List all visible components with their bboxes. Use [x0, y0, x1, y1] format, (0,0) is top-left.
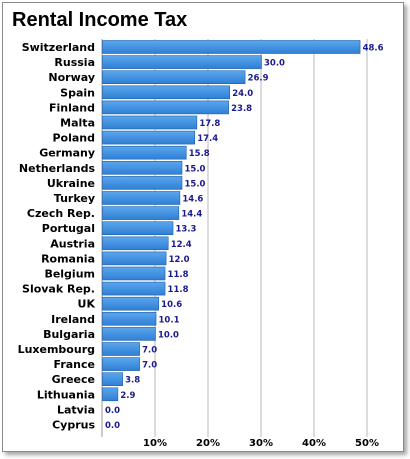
bar [102, 342, 140, 356]
category-label: Latvia [57, 403, 95, 416]
value-label: 3.8 [125, 376, 140, 386]
x-tick-label: 20% [196, 438, 220, 449]
value-label: 30.0 [264, 59, 285, 69]
category-label: Slovak Rep. [22, 283, 95, 296]
bar [102, 311, 157, 326]
category-label: Finland [49, 101, 95, 114]
category-label: Austria [50, 237, 95, 250]
category-label: Ukraine [47, 177, 95, 190]
category-label: Belgium [44, 268, 95, 281]
category-label: Russia [54, 56, 95, 69]
value-label: 12.0 [169, 255, 190, 265]
value-label: 2.9 [120, 391, 135, 401]
value-label: 15.0 [185, 164, 206, 174]
chart-title: Rental Income Tax [12, 9, 188, 31]
value-label: 14.6 [182, 195, 203, 205]
category-label: Bulgaria [43, 328, 95, 341]
category-label: Lithuania [37, 388, 95, 401]
value-label: 24.0 [232, 89, 253, 99]
category-label: Switzerland [22, 41, 95, 54]
category-label: Czech Rep. [27, 207, 95, 220]
category-label: Spain [60, 86, 95, 99]
value-label: 0.0 [105, 406, 120, 416]
bar [102, 387, 119, 402]
value-label: 10.6 [161, 300, 182, 310]
bar [102, 251, 167, 266]
bar [102, 115, 198, 130]
bar [102, 372, 123, 387]
category-label: France [54, 358, 95, 371]
value-label: 17.4 [197, 134, 218, 144]
value-label: 17.8 [199, 119, 220, 129]
bar [102, 281, 166, 296]
value-label: 15.8 [189, 149, 210, 159]
value-label: 12.4 [171, 240, 192, 250]
value-label: 10.1 [159, 315, 180, 325]
value-label: 0.0 [105, 421, 120, 431]
value-label: 7.0 [142, 346, 157, 356]
category-label: Norway [48, 71, 95, 84]
bar [102, 357, 140, 371]
category-label: Cyprus [52, 419, 95, 432]
category-label: UK [78, 298, 96, 311]
value-label: 11.8 [168, 270, 189, 280]
bar [102, 266, 166, 281]
x-tick-label: 30% [249, 438, 273, 449]
value-label: 15.0 [185, 179, 206, 189]
value-label: 13.3 [175, 225, 196, 235]
bar [102, 55, 262, 69]
value-label: 26.9 [248, 74, 269, 84]
bar [102, 100, 229, 115]
value-label: 14.4 [181, 210, 202, 220]
bar [102, 40, 361, 54]
grid-lines [101, 39, 368, 437]
category-label: Turkey [54, 192, 95, 205]
value-label: 7.0 [142, 361, 157, 371]
bar [102, 206, 180, 220]
bar [102, 176, 183, 190]
category-label: Romania [41, 252, 95, 265]
bars [102, 40, 361, 402]
bar [102, 70, 246, 84]
category-label: Malta [60, 117, 95, 130]
category-label: Ireland [51, 313, 95, 326]
bar [102, 236, 169, 251]
x-tick-label: 10% [143, 438, 167, 449]
category-label: Germany [39, 147, 95, 160]
bar [102, 145, 187, 160]
bar [102, 191, 181, 205]
value-label: 23.8 [231, 104, 252, 114]
category-label: Poland [52, 132, 95, 145]
value-label: 10.0 [158, 330, 179, 340]
x-tick-label: 50% [355, 438, 379, 449]
bar [102, 296, 159, 311]
bar [102, 221, 174, 235]
bar [102, 327, 156, 341]
bar [102, 130, 196, 145]
x-tick-label: 40% [302, 438, 326, 449]
value-label: 11.8 [168, 285, 189, 295]
bar [102, 85, 230, 100]
bar [102, 161, 183, 175]
labels: 10% 20% 30% 40% 50% Switzerland 48.6 Russia 30.0… [18, 41, 384, 449]
category-label: Netherlands [19, 162, 96, 175]
category-label: Portugal [42, 222, 95, 235]
category-label: Greece [52, 373, 95, 386]
value-label: 48.6 [363, 44, 384, 54]
category-label: Luxembourg [18, 343, 95, 356]
